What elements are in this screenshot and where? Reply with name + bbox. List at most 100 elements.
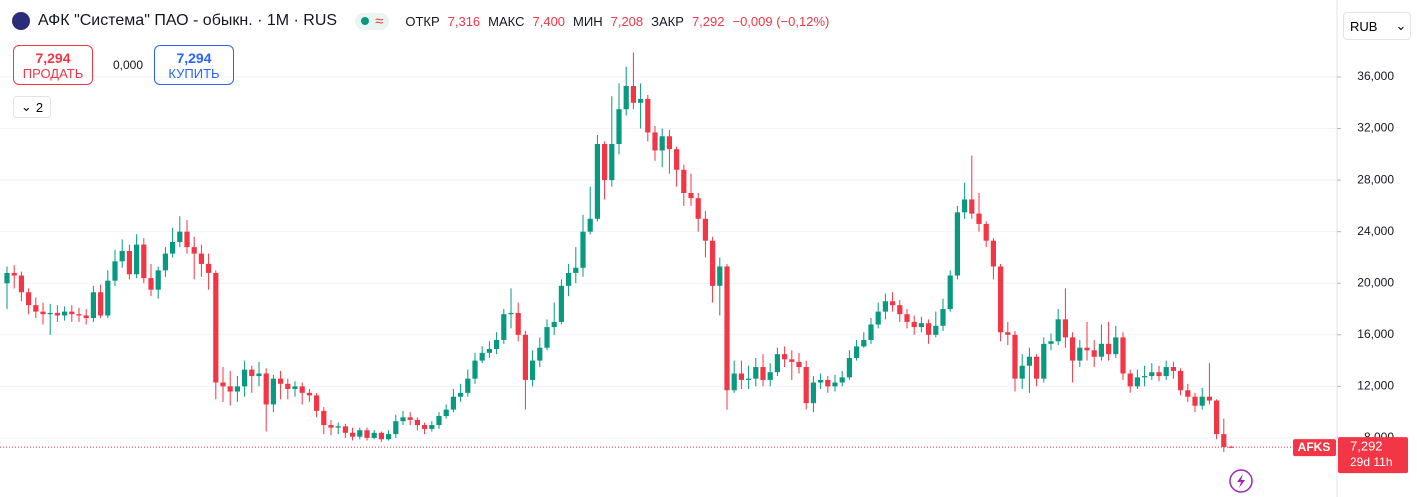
candle-body [292,386,298,389]
candle-body [1055,319,1061,342]
low-label: МИН [573,13,603,29]
candle-body [1048,341,1054,344]
candle-body [623,85,629,110]
candle-body [1142,376,1148,378]
currency-select[interactable]: RUB ⌄ [1343,12,1411,40]
candle-body [371,432,377,438]
candle-body [263,373,269,405]
spread: 0,000 [113,58,144,72]
candle-body [472,360,478,379]
candle-body [1098,343,1104,357]
close-label: ЗАКР [651,13,684,29]
candle-body [1156,372,1162,377]
candle-body [688,192,694,199]
lightning-glyph [1237,474,1245,488]
indicators-toggle[interactable]: ⌄ 2 [13,96,51,118]
candle-body [40,311,46,315]
y-tick-label: 24,000 [1357,224,1394,238]
candle-body [861,339,867,347]
candle-body [1120,337,1126,374]
candle-body [206,263,212,273]
candle-body [537,347,543,361]
buy-button[interactable]: 7,294 КУПИТЬ [154,45,234,85]
candle-body [314,395,320,411]
candle-body [1178,370,1184,391]
candle-body [839,377,845,383]
candle-body [170,241,176,254]
candle-body [112,261,118,281]
candle-body [890,301,896,306]
candle-body [954,212,960,276]
indicator-count: 2 [35,99,44,115]
candle-body [191,247,197,254]
candle-body [90,292,96,319]
candle-body [918,323,924,328]
candle-body [1170,367,1176,371]
candle-body [969,199,975,214]
candle-body [299,386,305,393]
candle-body [1192,396,1198,406]
candle-body [11,272,17,276]
candle-body [393,421,399,435]
candle-body [911,321,917,328]
y-tick-label: 20,000 [1357,275,1394,289]
candle-body [1134,377,1140,387]
y-tick-label: 36,000 [1357,69,1394,83]
candle-body [774,354,780,373]
candle-body [486,348,492,353]
candle-body [587,218,593,232]
candle-body [414,419,420,426]
candle-body [1106,343,1112,355]
candle-body [357,430,363,437]
candle-body [666,136,672,150]
candle-body [810,382,816,404]
candle-body [458,392,464,397]
candle-body [1163,367,1169,377]
candle-body [638,98,644,103]
candle-body [1026,356,1032,366]
candle-body [868,324,874,340]
candle-body [321,410,327,426]
candle-body [789,359,795,362]
candle-body [1113,337,1119,355]
candle-body [659,136,665,151]
candle-body [227,386,233,392]
candle-body [602,144,608,181]
symbol-icon [12,12,30,30]
candle-body [256,373,262,377]
candle-body [566,272,572,286]
candle-body [652,132,658,151]
candle-body [1199,396,1205,406]
candle-body [674,149,680,170]
buy-label: КУПИТЬ [168,66,220,81]
candle-body [342,426,348,433]
candle-body [134,244,140,275]
sell-button[interactable]: 7,294 ПРОДАТЬ [13,45,93,85]
candle-body [501,314,507,340]
candle-body [242,369,248,387]
candle-body [213,272,219,383]
candle-body [234,386,240,392]
candle-body [976,213,982,224]
candle-body [47,312,53,315]
candle-body [515,312,521,335]
candle-body [681,169,687,193]
candle-body [26,292,32,306]
candle-body [4,272,10,284]
change: −0,009 (−0,12%) [732,13,830,29]
candle-body [378,432,384,440]
candle-body [1185,390,1191,397]
close: 7,292 [691,13,725,29]
buy-price: 7,294 [176,50,212,66]
candle-body [702,218,708,241]
countdown: 29d 11h [1350,455,1393,469]
candle-body [940,309,946,326]
candle-body [558,285,564,322]
candle-body [54,312,60,316]
candle-body [530,360,536,380]
candle-body [832,382,838,387]
candle-body [875,311,881,325]
candle-body [364,430,370,438]
